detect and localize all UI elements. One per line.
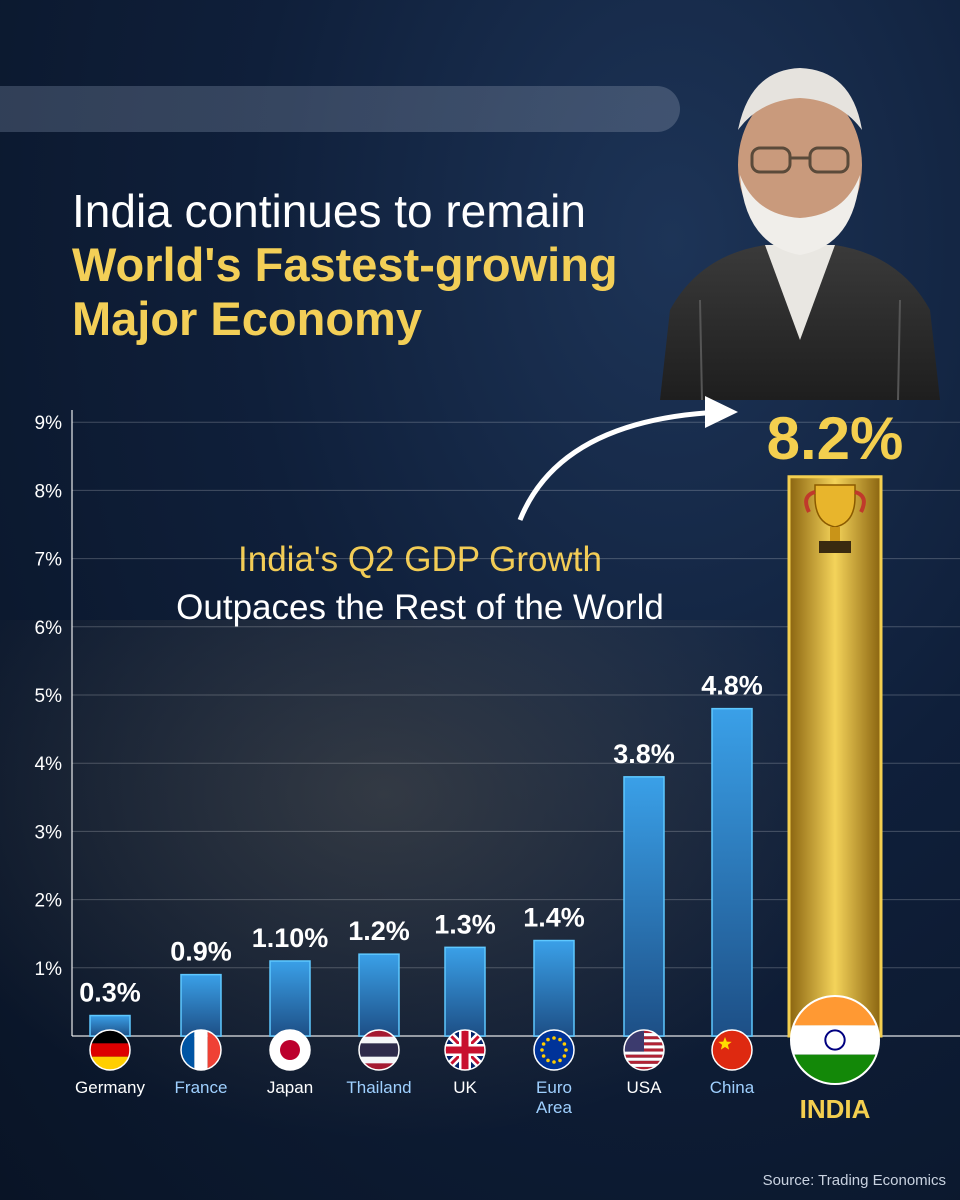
bar	[180, 973, 222, 1037]
bar-group-japan: 1.10% Japan	[252, 923, 329, 1097]
france-flag	[180, 1029, 222, 1071]
data-label: 1.2%	[348, 916, 410, 946]
callout-line-2: Outpaces the Rest of the World	[176, 588, 664, 627]
x-tick-label: France	[175, 1078, 228, 1097]
headline: India continues to remain World's Fastes…	[72, 184, 672, 346]
headline-line-3: Major Economy	[72, 292, 422, 345]
bar-group-china: 4.8% China	[701, 671, 763, 1097]
bar-group-france: 0.9% France	[170, 937, 232, 1097]
uk-flag	[444, 1029, 486, 1071]
data-label: 0.9%	[170, 937, 232, 967]
x-tick-label: Area	[536, 1098, 572, 1117]
portrait-image	[660, 68, 940, 400]
headline-line-1: India continues to remain	[72, 185, 586, 237]
y-tick-label: 4%	[35, 754, 63, 775]
y-tick-label: 8%	[35, 481, 63, 502]
curved-arrow-head	[705, 396, 738, 428]
bar-group-thailand: 1.2% Thailand	[346, 916, 411, 1097]
trophy-icon	[804, 484, 866, 553]
japan-flag	[269, 1029, 311, 1071]
data-label: 0.3%	[79, 978, 141, 1008]
india-flag	[790, 995, 880, 1085]
y-tick-label: 1%	[35, 959, 63, 980]
data-label: 4.8%	[701, 671, 763, 701]
bar	[358, 953, 400, 1037]
x-tick-label: Japan	[267, 1078, 313, 1097]
bar-group-india: 8.2%	[767, 405, 904, 1085]
x-tick-label: USA	[627, 1078, 663, 1097]
y-tick-label: 6%	[35, 618, 63, 639]
bar	[444, 946, 486, 1037]
data-label: 8.2%	[767, 405, 904, 472]
china-flag	[711, 1029, 753, 1071]
y-tick-label: 2%	[35, 891, 63, 912]
curved-arrow	[517, 409, 721, 521]
x-tick-label: Thailand	[346, 1078, 411, 1097]
y-tick-label: 7%	[35, 550, 63, 571]
y-tick-label: 5%	[35, 686, 63, 707]
eu-flag	[533, 1029, 575, 1071]
data-label: 1.4%	[523, 903, 585, 933]
bar-group-germany: 0.3% Germany	[75, 978, 145, 1097]
data-label: 3.8%	[613, 739, 675, 769]
bar-group-usa: 3.8% USA	[613, 739, 675, 1097]
y-tick-label: 9%	[35, 413, 63, 434]
callout-line-1: India's Q2 GDP Growth	[238, 540, 602, 579]
bar	[269, 960, 311, 1037]
data-label: 1.10%	[252, 923, 329, 953]
usa-flag	[623, 1029, 665, 1071]
y-tick-label: 3%	[35, 822, 63, 843]
headline-line-2: World's Fastest-growing	[72, 238, 618, 291]
bar	[711, 707, 753, 1037]
x-tick-label: UK	[453, 1078, 477, 1097]
x-tick-label: Germany	[75, 1078, 145, 1097]
bar	[787, 475, 883, 1038]
germany-flag	[89, 1029, 131, 1071]
bar	[533, 939, 575, 1037]
source-note: Source: Trading Economics	[762, 1172, 946, 1189]
x-tick-label-india: INDIA	[800, 1094, 871, 1124]
bar-group-uk: 1.3% UK	[434, 909, 496, 1097]
data-label: 1.3%	[434, 909, 496, 939]
x-tick-label: China	[710, 1078, 755, 1097]
bar	[623, 776, 665, 1037]
thailand-flag	[358, 1029, 400, 1071]
header-ribbon	[0, 86, 680, 132]
x-tick-label: Euro	[536, 1078, 572, 1097]
bars: 0.3% Germany 0.9% France 1.10% Japan 1.2% Thail…	[75, 405, 903, 1124]
